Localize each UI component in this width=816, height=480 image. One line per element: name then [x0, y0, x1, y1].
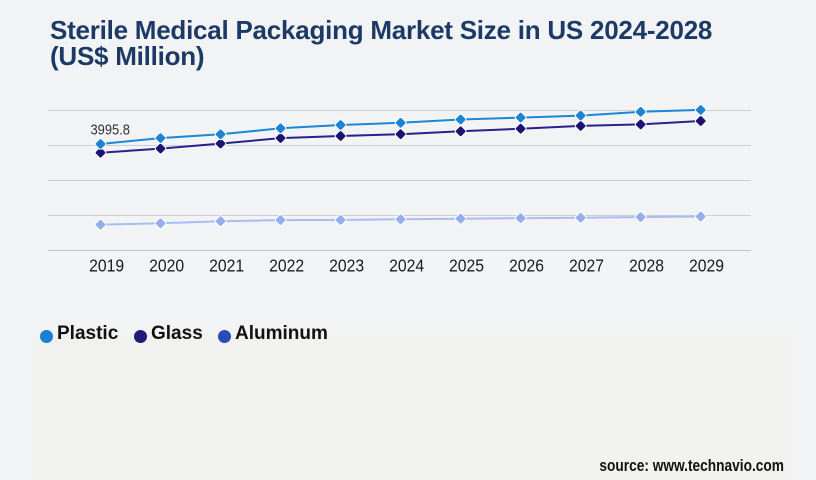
svg-text:2027: 2027	[569, 256, 604, 276]
svg-text:2020: 2020	[149, 256, 184, 276]
svg-text:2024: 2024	[389, 256, 424, 276]
svg-text:2019: 2019	[89, 256, 124, 276]
svg-text:2025: 2025	[449, 256, 484, 276]
svg-text:2026: 2026	[509, 256, 544, 276]
svg-text:2028: 2028	[629, 256, 664, 276]
svg-text:2023: 2023	[329, 256, 364, 276]
svg-text:2022: 2022	[269, 256, 304, 276]
svg-text:2029: 2029	[689, 256, 724, 276]
svg-text:2021: 2021	[209, 256, 244, 276]
svg-text:3995.8: 3995.8	[91, 122, 131, 139]
